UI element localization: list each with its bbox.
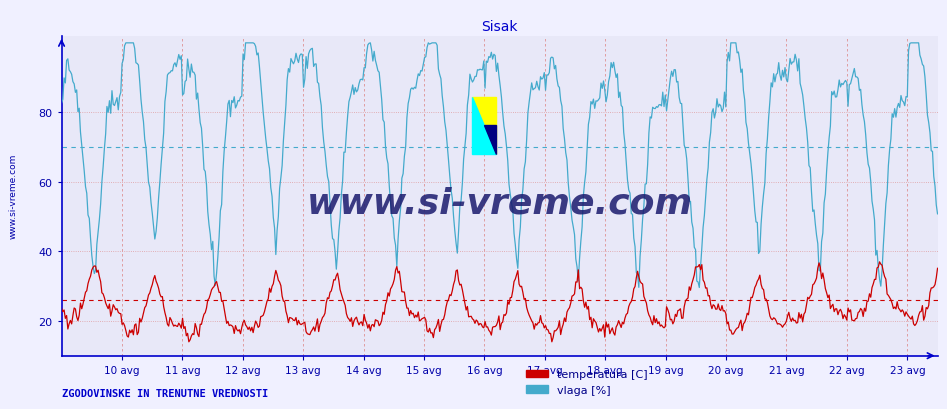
Text: www.si-vreme.com: www.si-vreme.com (307, 186, 692, 220)
Text: ZGODOVINSKE IN TRENUTNE VREDNOSTI: ZGODOVINSKE IN TRENUTNE VREDNOSTI (62, 388, 268, 398)
Polygon shape (484, 126, 496, 155)
Legend: temperatura [C], vlaga [%]: temperatura [C], vlaga [%] (522, 365, 652, 399)
Text: www.si-vreme.com: www.si-vreme.com (9, 154, 18, 239)
Title: Sisak: Sisak (481, 20, 518, 34)
Polygon shape (472, 97, 496, 155)
Polygon shape (472, 97, 496, 155)
